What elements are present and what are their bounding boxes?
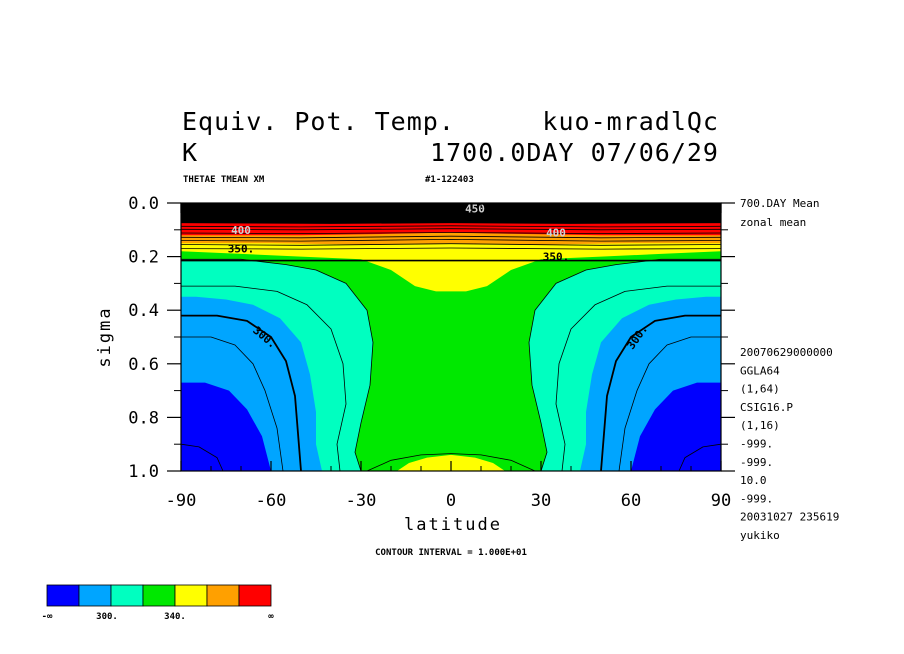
- x-tick-label: -30: [346, 491, 377, 511]
- contour-line-310-right: [618, 336, 721, 471]
- contour-label-group: 350.: [543, 251, 570, 264]
- contour-line-330-left: [181, 285, 347, 471]
- meta-line: CSIG16.P: [740, 401, 793, 414]
- contour-line-360: [181, 247, 721, 250]
- y-axis-label: sigma: [95, 306, 115, 367]
- contour-line-300-right: [600, 314, 721, 471]
- contour-label-group: 400: [231, 224, 251, 237]
- y-tick-label: 0.0: [128, 194, 159, 214]
- meta-line: 20031027 235619: [740, 511, 839, 524]
- contour-line-310-left: [181, 336, 284, 471]
- meta-line: -999.: [740, 456, 773, 469]
- colorbar-label: 300.: [96, 612, 118, 622]
- title-line1-right: kuo-mradlQc: [542, 107, 719, 136]
- info-right: 700.DAY Mean zonal mean: [740, 197, 819, 229]
- contour-line-340-right: [528, 258, 721, 471]
- subtitle-left: THETAE TMEAN XM: [183, 175, 265, 185]
- y-tick-label: 0.8: [128, 408, 159, 428]
- subtitle-right: #1-122403: [425, 175, 474, 185]
- metadata-right: 20070629000000 GGLA64 (1,64) CSIG16.P (1,16)…: [740, 346, 839, 542]
- x-axis-label: latitude: [404, 515, 502, 535]
- contour-label: 350.: [543, 251, 570, 264]
- contour-line-280-left: [181, 443, 224, 471]
- contour-label: 350.: [228, 243, 255, 256]
- meta-line: -999.: [740, 492, 773, 505]
- x-tick-label: 0: [446, 491, 456, 511]
- x-axis: -90 -60 -30 0 30 60 90: [166, 203, 731, 511]
- contour-line-280-right: [678, 443, 721, 471]
- title-line2-right: 1700.0DAY 07/06/29: [430, 138, 719, 167]
- band-deepblue-left: [181, 382, 271, 471]
- x-tick-label: 90: [711, 491, 731, 511]
- contour-label-group: 400: [546, 227, 566, 240]
- contour-label-group: 350.: [228, 243, 255, 256]
- colorbar-swatch: [238, 584, 272, 607]
- colorbar-swatch: [110, 584, 144, 607]
- meta-line: -999.: [740, 438, 773, 451]
- colorbar-swatch: [174, 584, 208, 607]
- meta-line: 20070629000000: [740, 346, 833, 359]
- band-black-top: [181, 203, 721, 224]
- plot-area: [181, 203, 721, 471]
- colorbar-swatch: [78, 584, 112, 607]
- y-tick-label: 1.0: [128, 462, 159, 482]
- x-tick-label: 60: [621, 491, 641, 511]
- contour-interval: CONTOUR INTERVAL = 1.000E+01: [375, 548, 527, 558]
- meta-line: (1,16): [740, 419, 780, 432]
- y-tick-label: 0.4: [128, 301, 159, 321]
- colorbar-label: -∞: [42, 612, 53, 622]
- contour-label-group: 450: [465, 202, 485, 215]
- colorbar-swatch: [142, 584, 176, 607]
- meta-line: GGLA64: [740, 364, 780, 377]
- colorbar-swatch: [46, 584, 80, 607]
- contour-line-330-right: [555, 285, 721, 471]
- contour-line-410: [181, 228, 721, 231]
- x-tick-label: -60: [256, 491, 287, 511]
- colorbar-swatch: [206, 584, 240, 607]
- band-deepblue-right: [631, 382, 721, 471]
- y-tick-label: 0.2: [128, 248, 159, 268]
- contour-line-340-left: [181, 258, 374, 471]
- contour-label: 400: [231, 224, 251, 237]
- y-tick-label: 0.6: [128, 355, 159, 375]
- meta-line: yukiko: [740, 529, 780, 542]
- title-line2-left: K: [182, 138, 198, 167]
- contour-lines: [181, 225, 721, 471]
- contour-line-390: [181, 235, 721, 239]
- contour-label: 450: [465, 202, 485, 215]
- info-line: zonal mean: [740, 216, 806, 229]
- meta-line: 10.0: [740, 474, 767, 487]
- y-axis: 0.0 0.2 0.4 0.6 0.8 1.0: [128, 194, 735, 482]
- info-line: 700.DAY Mean: [740, 197, 819, 210]
- contour-line-380: [181, 239, 721, 242]
- contour-label: 400: [546, 227, 566, 240]
- colorbar-label: 340.: [164, 612, 186, 622]
- contour-line-370: [181, 243, 721, 246]
- contour-line-300-left: [181, 314, 302, 471]
- contour-line-inner-bottom: [366, 453, 536, 471]
- meta-line: (1,64): [740, 383, 780, 396]
- x-tick-label: -90: [166, 491, 197, 511]
- contour-line-420: [181, 225, 721, 228]
- title-line1-left: Equiv. Pot. Temp.: [182, 107, 455, 136]
- colorbar: -∞ 300. 340. ∞: [42, 584, 274, 622]
- x-tick-label: 30: [531, 491, 551, 511]
- contour-line-400: [181, 232, 721, 234]
- colorbar-label: ∞: [268, 612, 274, 622]
